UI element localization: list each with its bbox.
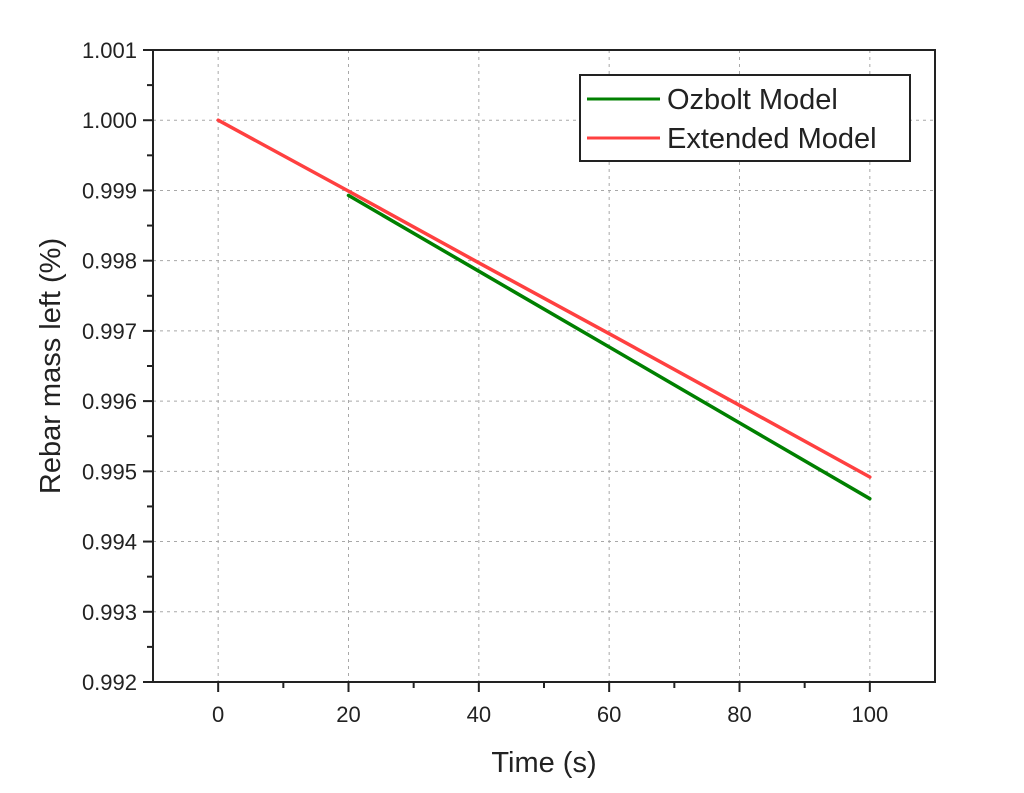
legend-label-ozbolt-model: Ozbolt Model [667, 84, 838, 116]
x-tick-label: 0 [212, 702, 224, 727]
y-tick-label: 0.993 [82, 600, 137, 625]
axis-ticks [143, 49, 871, 692]
y-tick-label: 1.001 [82, 38, 137, 63]
y-tick-label: 0.996 [82, 389, 137, 414]
x-tick-label: 80 [727, 702, 751, 727]
y-tick-label: 0.992 [82, 670, 137, 695]
series-lines [216, 118, 872, 501]
x-tick-label: 100 [851, 702, 888, 727]
y-tick-label: 0.999 [82, 178, 137, 203]
y-tick-label: 0.994 [82, 530, 137, 555]
x-tick-label: 20 [336, 702, 360, 727]
y-tick-label: 0.997 [82, 319, 137, 344]
x-tick-label: 40 [467, 702, 491, 727]
series-line-ozbolt-model [346, 193, 872, 501]
x-axis-title: Time (s) [491, 747, 596, 779]
series-line-extended-model [216, 118, 872, 479]
x-tick-label: 60 [597, 702, 621, 727]
y-tick-label: 0.998 [82, 249, 137, 274]
legend-box [579, 74, 911, 162]
legend-label-extended-model: Extended Model [667, 123, 877, 155]
legend: Ozbolt Model Extended Model [579, 74, 911, 162]
y-axis-title: Rebar mass left (%) [35, 238, 67, 494]
tick-labels: 0 20 40 60 80 100 0.992 0.993 0.994 0.995 0.996 0.9… [82, 38, 888, 727]
y-tick-label: 1.000 [82, 108, 137, 133]
y-tick-label: 0.995 [82, 459, 137, 484]
